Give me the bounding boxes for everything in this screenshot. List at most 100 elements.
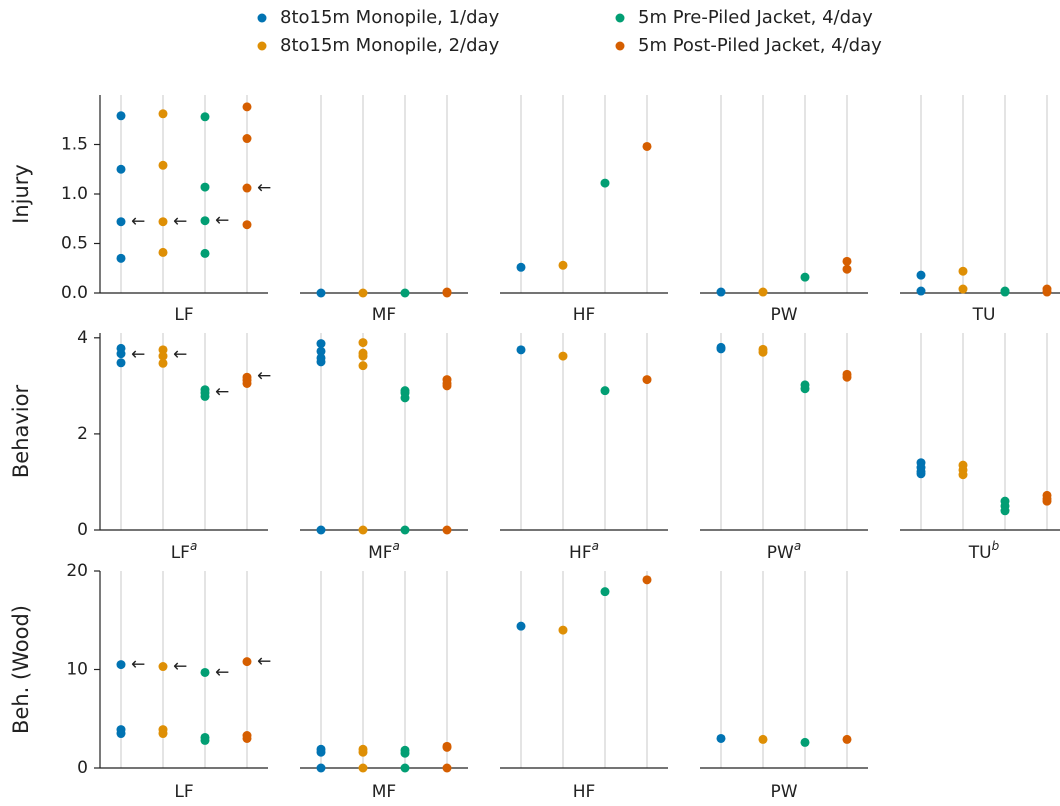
panel-title-text: LF	[174, 305, 193, 325]
panel-title-sup: a	[393, 539, 400, 553]
dot	[116, 253, 126, 263]
annotation: ←	[257, 366, 271, 386]
dot	[842, 372, 852, 382]
dot	[600, 178, 610, 188]
legend-label: 5m Post-Piled Jacket, 4/day	[638, 35, 882, 56]
dot	[758, 287, 768, 297]
panel-title-text: TU	[968, 543, 992, 563]
dot	[200, 391, 210, 401]
y-tick-label: 0	[77, 520, 88, 540]
dot	[516, 262, 526, 272]
y-tick-label: 0.5	[61, 234, 88, 254]
panel-title: PWa	[767, 539, 801, 564]
dot	[242, 134, 252, 144]
annotation: ←	[215, 382, 229, 402]
annotation: ←	[173, 345, 187, 365]
annotation: ←	[131, 655, 145, 675]
dot	[116, 660, 126, 670]
y-tick-label: 0.0	[61, 283, 88, 303]
panel-title: TU	[972, 305, 996, 325]
panel-title-text: MF	[368, 543, 392, 563]
dot	[916, 469, 926, 479]
annotation: ←	[215, 662, 229, 682]
y-tick-label: 2	[77, 424, 88, 444]
dot	[316, 288, 326, 298]
dot	[242, 733, 252, 743]
dot	[158, 662, 168, 672]
dot	[442, 381, 452, 391]
panel-title: MF	[372, 305, 396, 325]
y-axis-label: Beh. (Wood)	[9, 605, 33, 734]
dot	[116, 349, 126, 359]
dot	[916, 270, 926, 280]
panel-title: MFa	[368, 539, 400, 564]
dot	[158, 345, 168, 355]
dot	[242, 102, 252, 112]
dot	[358, 763, 368, 773]
dot	[842, 734, 852, 744]
dot	[400, 748, 410, 758]
panel-title-sup: b	[992, 539, 1000, 553]
dot	[442, 288, 452, 298]
panel-title-sup: a	[592, 539, 599, 553]
dot	[642, 375, 652, 385]
dot	[1042, 287, 1052, 297]
panel-title-text: HF	[569, 543, 592, 563]
dot	[642, 141, 652, 151]
panel-title-text: TU	[972, 305, 996, 325]
dot	[316, 747, 326, 757]
panel-title: HF	[573, 305, 596, 325]
dot	[316, 346, 326, 356]
dot	[358, 747, 368, 757]
dot	[316, 339, 326, 349]
legend-label: 5m Pre-Piled Jacket, 4/day	[638, 7, 873, 28]
dot	[958, 284, 968, 294]
y-axis-label: Injury	[9, 164, 33, 224]
dot	[642, 575, 652, 585]
dot	[842, 264, 852, 274]
panel-title: LFa	[171, 539, 198, 564]
dot	[158, 729, 168, 739]
dot	[242, 378, 252, 388]
dot	[558, 351, 568, 361]
dot	[200, 112, 210, 122]
panel-title-sup: a	[190, 539, 197, 553]
annotation: ←	[173, 657, 187, 677]
dot	[116, 111, 126, 121]
dot	[316, 763, 326, 773]
dot	[716, 344, 726, 354]
dot	[600, 386, 610, 396]
panel-title-text: HF	[573, 782, 596, 802]
legend-marker	[615, 13, 625, 23]
dot	[758, 347, 768, 357]
panel-title-text: PW	[767, 543, 794, 563]
dot	[242, 657, 252, 667]
dot	[558, 260, 568, 270]
dot	[358, 525, 368, 535]
y-tick-label: 10	[66, 660, 88, 680]
dot	[800, 384, 810, 394]
dot	[800, 272, 810, 282]
dot	[842, 256, 852, 266]
dot	[758, 734, 768, 744]
dot	[158, 351, 168, 361]
legend-marker	[257, 13, 267, 23]
dot	[242, 183, 252, 193]
dot	[516, 345, 526, 355]
y-tick-label: 1.0	[61, 184, 88, 204]
dot	[716, 287, 726, 297]
panel-title: TUb	[968, 539, 1000, 564]
dot	[316, 357, 326, 367]
y-tick-label: 0	[77, 758, 88, 778]
annotation: ←	[257, 178, 271, 198]
panel-title: LF	[174, 782, 193, 802]
dot	[400, 393, 410, 403]
panel-title-text: LF	[174, 782, 193, 802]
y-tick-label: 4	[77, 328, 88, 348]
dot	[200, 182, 210, 192]
dot	[716, 733, 726, 743]
dot	[400, 525, 410, 535]
dot	[158, 160, 168, 170]
